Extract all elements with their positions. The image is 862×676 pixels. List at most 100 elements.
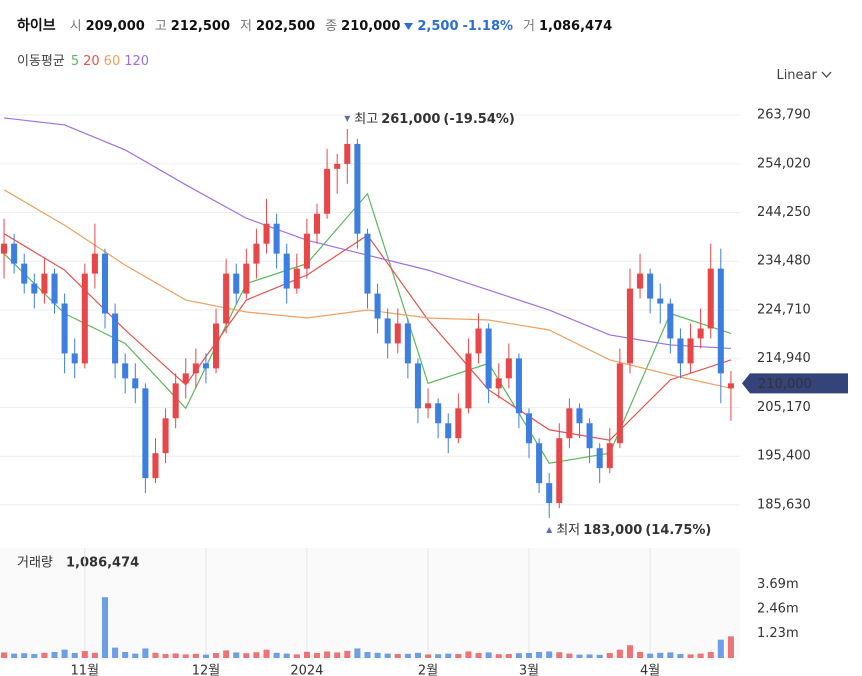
annotation-part: (-19.54%) bbox=[443, 111, 514, 126]
candle-body bbox=[192, 363, 199, 374]
volume-bar bbox=[465, 651, 472, 658]
volume-bar bbox=[445, 653, 452, 658]
candle-body bbox=[596, 448, 603, 469]
volume-bar bbox=[637, 652, 644, 658]
volume-bar bbox=[1, 652, 8, 658]
volume-bar bbox=[192, 653, 199, 658]
candle-body bbox=[455, 408, 462, 439]
candle-body bbox=[334, 163, 341, 169]
candle-body bbox=[525, 413, 533, 444]
candle-body bbox=[515, 358, 522, 414]
volume-bar bbox=[273, 652, 280, 658]
y-tick-label: 263,790 bbox=[757, 108, 811, 123]
volume-bar bbox=[657, 652, 664, 658]
volume-bar bbox=[122, 652, 129, 658]
volume-bar bbox=[384, 653, 391, 658]
candle-body bbox=[556, 438, 563, 504]
change: 2,500 bbox=[417, 19, 459, 34]
candle-body bbox=[313, 213, 321, 234]
volume-bar bbox=[455, 654, 462, 658]
candle-body bbox=[384, 318, 391, 344]
scale-select[interactable]: Linear bbox=[776, 68, 832, 83]
annotation-marker bbox=[546, 527, 553, 534]
y-tick-label: 214,940 bbox=[757, 351, 811, 366]
volume-bar bbox=[404, 653, 411, 658]
candle-body bbox=[293, 268, 300, 289]
volume-bar bbox=[435, 654, 442, 658]
candle-body bbox=[253, 243, 260, 264]
candle-body bbox=[586, 423, 593, 449]
volume-bar bbox=[71, 653, 78, 658]
annotation-marker bbox=[344, 115, 351, 122]
volume-bar bbox=[354, 648, 361, 658]
candle-body bbox=[283, 253, 290, 289]
value: 202,500 bbox=[255, 19, 316, 34]
y-tick-label: 195,400 bbox=[757, 449, 811, 464]
stock-name: 하이브 bbox=[17, 18, 56, 34]
volume-bar bbox=[334, 652, 341, 658]
annotation-part: 최고 bbox=[354, 111, 378, 126]
volume-bar bbox=[172, 653, 179, 658]
label: 고 bbox=[154, 19, 167, 34]
candle-body bbox=[354, 143, 361, 234]
volume-bar bbox=[41, 652, 48, 658]
candle-body bbox=[233, 273, 240, 294]
volume-bar bbox=[485, 652, 492, 658]
volume-bar bbox=[667, 652, 674, 658]
candle-body bbox=[465, 353, 472, 409]
y-tick-label: 224,710 bbox=[757, 302, 811, 317]
x-tick-label: 3월 bbox=[519, 664, 539, 676]
candle-body bbox=[1, 243, 8, 254]
volume-bar bbox=[344, 650, 351, 658]
candle-body bbox=[303, 233, 310, 269]
volume-bar bbox=[152, 652, 159, 658]
volume-bar bbox=[556, 652, 563, 658]
candle-body bbox=[727, 383, 734, 389]
candle-body bbox=[101, 253, 109, 314]
candle-body bbox=[707, 268, 714, 329]
candle-body bbox=[81, 273, 88, 364]
volume-bar bbox=[677, 654, 684, 658]
y-tick-label: 254,020 bbox=[757, 156, 811, 171]
volume-bar bbox=[81, 651, 88, 658]
volume-bar bbox=[606, 653, 613, 658]
candle-body bbox=[606, 443, 613, 469]
value: 212,500 bbox=[170, 19, 231, 34]
candle-body bbox=[172, 383, 179, 419]
label: 저 bbox=[240, 19, 252, 34]
candle-body bbox=[243, 263, 250, 294]
volume-bar bbox=[202, 654, 209, 658]
volume-bar bbox=[213, 653, 220, 658]
candle-body bbox=[394, 323, 401, 344]
volume-bar bbox=[546, 651, 553, 658]
candle-body bbox=[626, 288, 633, 364]
volume-bar bbox=[303, 651, 310, 658]
volume-bar bbox=[162, 654, 169, 658]
volume-bar bbox=[142, 648, 149, 658]
label: 시 bbox=[69, 19, 82, 34]
volume-bar bbox=[616, 649, 623, 658]
volume-tick-label: 3.69m bbox=[757, 577, 799, 592]
candle-body bbox=[51, 273, 58, 304]
candle-body bbox=[475, 328, 482, 354]
y-tick-label: 244,250 bbox=[757, 205, 811, 220]
candle-body bbox=[495, 378, 502, 389]
annotation-part: (14.75%) bbox=[645, 523, 711, 538]
volume-bar bbox=[112, 647, 119, 658]
candle-body bbox=[112, 313, 119, 364]
candle-body bbox=[616, 363, 623, 444]
candle-body bbox=[202, 363, 209, 369]
legend-entry: 20 bbox=[83, 54, 100, 69]
label: 거 bbox=[523, 19, 535, 34]
candle-body bbox=[344, 143, 351, 164]
candle-body bbox=[374, 293, 381, 319]
volume-bar bbox=[223, 650, 230, 658]
scale-label[interactable]: Linear bbox=[776, 68, 817, 83]
volume-bar bbox=[576, 654, 583, 658]
legend-entry: 60 bbox=[103, 54, 121, 69]
volume-bar bbox=[707, 652, 714, 658]
change-pct: -1.18% bbox=[462, 19, 514, 34]
volume-total: 1,086,474 bbox=[66, 556, 139, 571]
